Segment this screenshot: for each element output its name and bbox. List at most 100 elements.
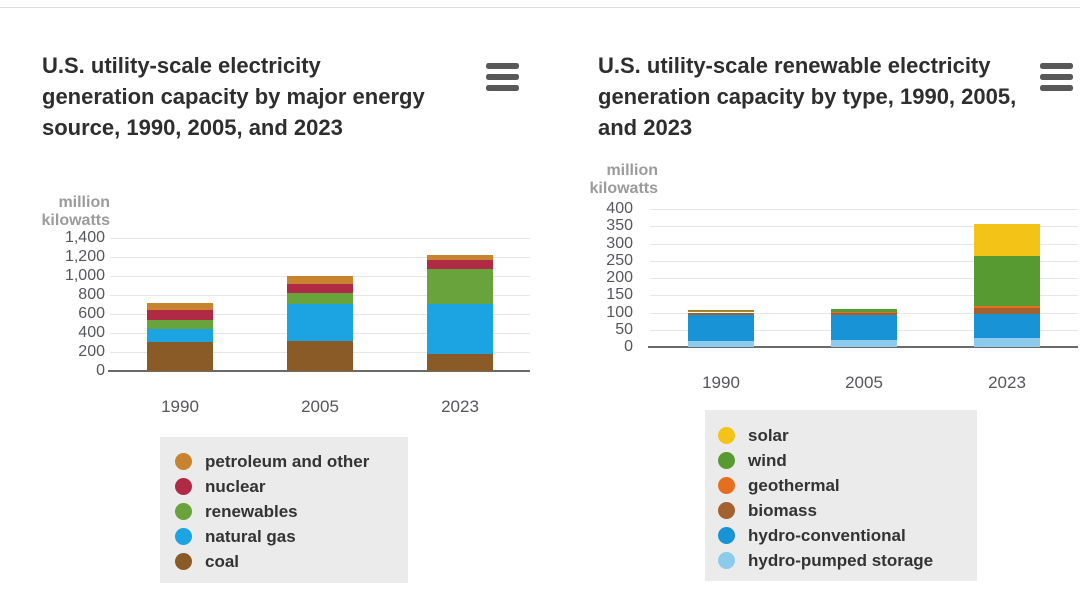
x-axis-category-label: 2023 <box>441 397 479 416</box>
bar-segment-coal[interactable] <box>287 341 353 371</box>
legend-color-dot-icon <box>718 502 735 519</box>
y-axis-unit-label: million kilowatts <box>41 194 110 229</box>
bar-segment-biomass[interactable] <box>688 312 754 315</box>
bar-segment-nuclear[interactable] <box>147 310 213 321</box>
bar-segment-wind[interactable] <box>688 310 754 311</box>
y-axis-tick-label: 1,000 <box>64 267 105 284</box>
legend-item-petroleum-and-other[interactable]: petroleum and other <box>175 449 408 474</box>
bar-segment-petroleum-and-other[interactable] <box>427 254 493 261</box>
legend-color-dot-icon <box>718 552 735 569</box>
hamburger-menu-icon <box>1040 85 1073 91</box>
legend-item-label: natural gas <box>205 526 296 546</box>
bar-segment-hydro-pumped-storage[interactable] <box>974 338 1040 347</box>
gridline <box>650 278 1078 279</box>
bar-segment-coal[interactable] <box>427 353 493 371</box>
chart-export-menu-button[interactable] <box>486 63 520 91</box>
gridline <box>650 260 1078 262</box>
bar-segment-hydro-conventional[interactable] <box>688 314 754 341</box>
bar-segment-nuclear[interactable] <box>427 260 493 270</box>
legend-item-nuclear[interactable]: nuclear <box>175 474 408 499</box>
chart-title: U.S. utility-scale renewable electricity… <box>598 53 1017 140</box>
bar-segment-nuclear[interactable] <box>287 284 353 294</box>
gridline <box>110 238 530 239</box>
gridline <box>650 209 1078 210</box>
y-axis-tick-label: 400 <box>606 200 633 217</box>
legend-color-dot-icon <box>718 477 735 494</box>
y-axis-tick-label: 1,200 <box>64 248 105 265</box>
bar-segment-solar[interactable] <box>974 223 1040 257</box>
y-axis-tick-label: 800 <box>78 286 105 303</box>
hamburger-menu-icon <box>1040 63 1073 69</box>
legend-item-solar[interactable]: solar <box>718 423 977 448</box>
legend-item-biomass[interactable]: biomass <box>718 498 977 523</box>
y-axis-tick-label: 100 <box>606 303 633 321</box>
legend-item-label: petroleum and other <box>205 451 370 471</box>
y-axis-tick-label: 400 <box>78 324 105 341</box>
y-axis-tick-label: 0 <box>624 338 633 355</box>
legend-item-label: hydro-pumped storage <box>748 550 934 570</box>
legend-item-geothermal[interactable]: geothermal <box>718 473 977 498</box>
bar-segment-hydro-pumped-storage[interactable] <box>831 340 897 347</box>
legend-item-label: hydro-conventional <box>748 525 906 545</box>
bar-segment-hydro-conventional[interactable] <box>831 314 897 341</box>
bar-segment-natural-gas[interactable] <box>147 328 213 343</box>
hamburger-menu-icon <box>486 63 519 69</box>
bar-segment-petroleum-and-other[interactable] <box>287 276 353 285</box>
y-axis-tick-label: 50 <box>615 320 633 338</box>
chart-export-menu-button[interactable] <box>1040 63 1074 91</box>
y-axis-tick-label: 150 <box>606 286 633 304</box>
x-axis-line <box>648 346 1078 348</box>
legend-item-label: nuclear <box>205 476 266 496</box>
legend-item-wind[interactable]: wind <box>718 448 977 473</box>
bar-segment-renewables[interactable] <box>147 320 213 329</box>
legend-item-label: biomass <box>748 500 817 520</box>
bar-segment-wind[interactable] <box>974 256 1040 307</box>
bar-segment-natural-gas[interactable] <box>287 304 353 342</box>
bar-segment-hydro-pumped-storage[interactable] <box>688 340 754 347</box>
gridline <box>650 295 1078 297</box>
bar-segment-biomass[interactable] <box>974 308 1040 314</box>
legend-item-label: wind <box>748 450 787 470</box>
bar-segment-natural-gas[interactable] <box>427 303 493 354</box>
bar-segment-hydro-conventional[interactable] <box>974 313 1040 339</box>
bar-segment-renewables[interactable] <box>287 293 353 305</box>
y-axis-tick-label: 300 <box>606 234 633 252</box>
bar-segment-petroleum-and-other[interactable] <box>147 302 213 311</box>
gridline <box>650 243 1078 245</box>
legend-color-dot-icon <box>175 453 192 470</box>
legend-color-dot-icon <box>718 452 735 469</box>
y-axis-tick-label: 0 <box>96 362 105 379</box>
bar-segment-geothermal[interactable] <box>688 310 754 313</box>
legend-item-label: coal <box>205 551 240 571</box>
legend-item-label: renewables <box>205 501 298 521</box>
legend-item-hydro-conventional[interactable]: hydro-conventional <box>718 523 977 548</box>
x-axis-category-label: 2005 <box>845 373 883 392</box>
legend-item-natural-gas[interactable]: natural gas <box>175 524 408 549</box>
bar-segment-wind[interactable] <box>831 308 897 312</box>
legend-color-dot-icon <box>175 528 192 545</box>
y-axis-tick-label: 350 <box>606 217 633 235</box>
x-axis-category-label: 1990 <box>161 397 199 416</box>
legend-color-dot-icon <box>718 527 735 544</box>
legend-item-label: geothermal <box>748 475 840 495</box>
hamburger-menu-icon <box>486 74 519 80</box>
legend-item-label: solar <box>748 425 789 445</box>
y-axis-tick-label: 600 <box>78 305 105 322</box>
bar-segment-renewables[interactable] <box>427 269 493 304</box>
hamburger-menu-icon <box>486 85 519 91</box>
bar-segment-geothermal[interactable] <box>831 311 897 313</box>
legend-color-dot-icon <box>175 503 192 520</box>
chart-title: U.S. utility-scale electricity generatio… <box>42 53 425 140</box>
y-axis-tick-label: 250 <box>606 251 633 269</box>
bar-segment-biomass[interactable] <box>831 312 897 315</box>
x-axis-category-label: 2023 <box>988 373 1026 392</box>
legend-item-hydro-pumped-storage[interactable]: hydro-pumped storage <box>718 548 977 573</box>
legend-item-renewables[interactable]: renewables <box>175 499 408 524</box>
y-axis-tick-label: 1,400 <box>64 229 105 246</box>
bar-segment-geothermal[interactable] <box>974 306 1040 309</box>
legend-item-coal[interactable]: coal <box>175 549 408 574</box>
bar-segment-coal[interactable] <box>147 342 213 371</box>
legend-color-dot-icon <box>175 478 192 495</box>
top-divider-line <box>0 7 1080 8</box>
